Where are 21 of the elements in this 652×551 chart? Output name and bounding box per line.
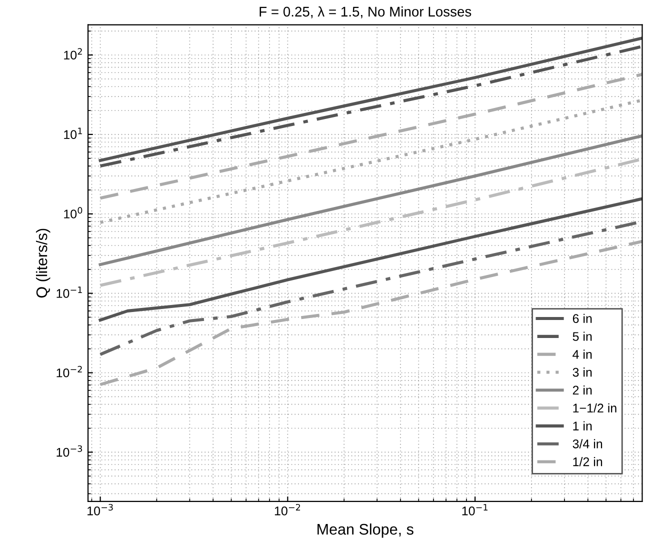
y-axis-title: Q (liters/s) xyxy=(36,228,50,298)
legend-label: 1 in xyxy=(573,421,592,430)
y-tick-label: 10$^{2}$ xyxy=(64,48,82,60)
legend-label: 4 in xyxy=(572,350,592,359)
x-axis-title: Mean Slope, s xyxy=(318,523,414,538)
legend-label: 6 in xyxy=(572,314,592,324)
legend-label: 3 in xyxy=(572,368,592,377)
legend-label: 5 in xyxy=(572,332,592,341)
chart-title: F = 0.25, λ = 1.5, No Minor Losses xyxy=(260,6,472,18)
y-tick-label: 10$^{−3}$ xyxy=(56,445,82,457)
legend-label: 3/4 in xyxy=(572,439,602,448)
legend-label: 2 in xyxy=(572,385,592,395)
x-tick-label: 10$^{−3}$ xyxy=(88,504,113,516)
x-tick-label: 10$^{−1}$ xyxy=(462,504,488,516)
y-tick-label: 10$^{−2}$ xyxy=(56,366,82,378)
legend-label: 1/2 in xyxy=(573,457,602,466)
y-tick-label: 10$^{−1}$ xyxy=(56,286,82,298)
y-tick-label: 10$^{0}$ xyxy=(64,207,82,218)
legend-label: 1−1/2 in xyxy=(573,403,616,413)
x-tick-label: 10$^{−2}$ xyxy=(274,504,300,516)
y-tick-label: 10$^{1}$ xyxy=(64,128,82,139)
